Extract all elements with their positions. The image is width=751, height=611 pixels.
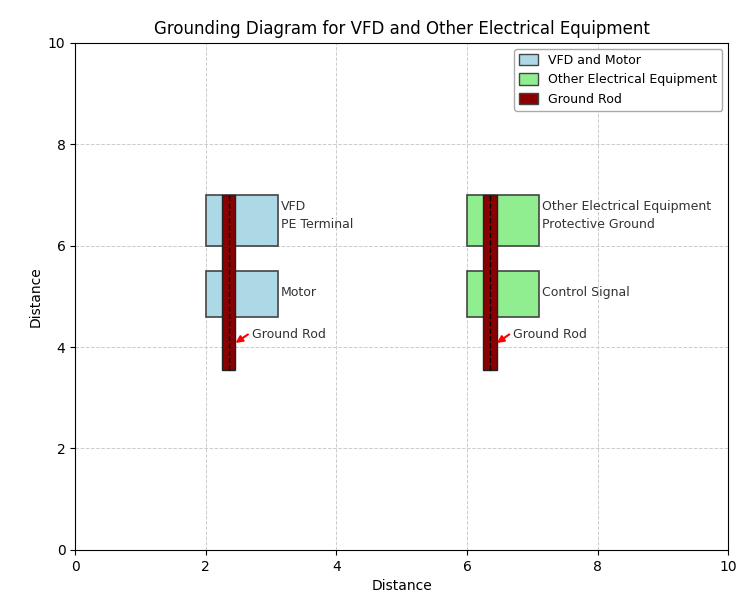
Legend: VFD and Motor, Other Electrical Equipment, Ground Rod: VFD and Motor, Other Electrical Equipmen… (514, 49, 722, 111)
Text: Protective Ground: Protective Ground (542, 218, 655, 231)
Text: VFD: VFD (281, 200, 306, 213)
Bar (222, 195, 235, 370)
Title: Grounding Diagram for VFD and Other Electrical Equipment: Grounding Diagram for VFD and Other Elec… (154, 20, 650, 38)
X-axis label: Distance: Distance (372, 579, 432, 593)
Text: PE Terminal: PE Terminal (281, 218, 353, 231)
Bar (206, 271, 278, 316)
Text: Ground Rod: Ground Rod (513, 328, 587, 341)
Text: Motor: Motor (281, 286, 317, 299)
Y-axis label: Distance: Distance (29, 266, 42, 327)
Bar (484, 195, 496, 370)
Bar (206, 195, 278, 246)
Bar (467, 195, 539, 246)
Text: Ground Rod: Ground Rod (252, 328, 325, 341)
Bar (467, 271, 539, 316)
Text: Control Signal: Control Signal (542, 286, 630, 299)
Text: Other Electrical Equipment: Other Electrical Equipment (542, 200, 711, 213)
